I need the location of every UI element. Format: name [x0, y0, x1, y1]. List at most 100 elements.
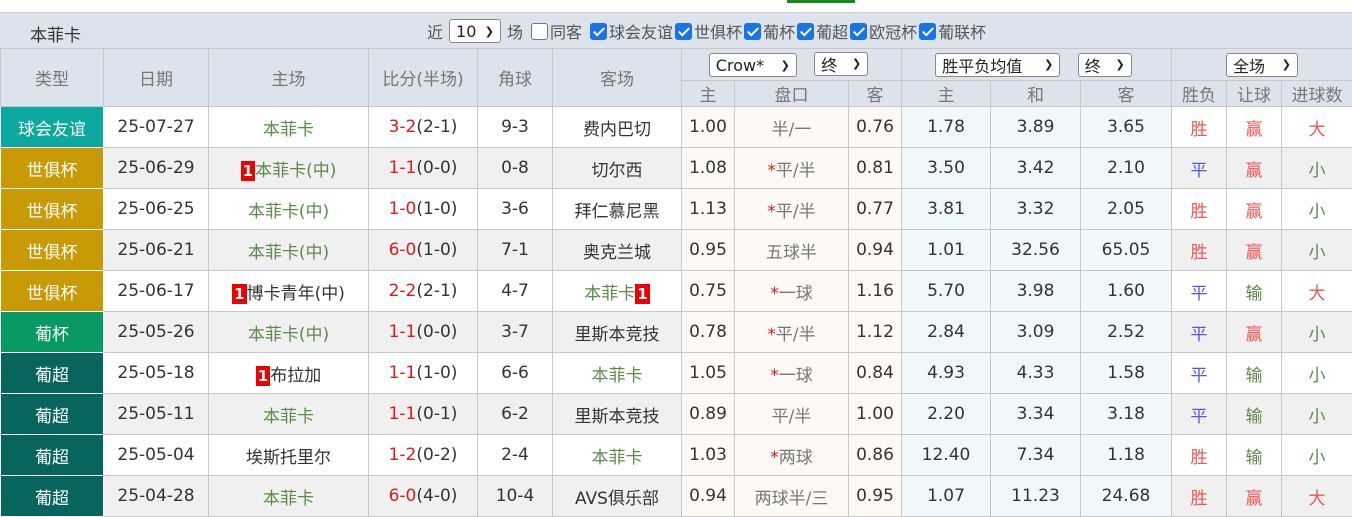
home-team-name[interactable]: 布拉加: [270, 366, 321, 386]
ah-line: 两球半/三: [755, 489, 829, 509]
match-history-table: 类型 日期 主场 比分(半场) 角球 客场 Crow*❯ 终❯ 胜平负均值❯ 终…: [0, 48, 1352, 517]
competition-checkbox[interactable]: [675, 23, 692, 40]
match-date: 25-06-21: [104, 230, 209, 271]
full-score[interactable]: 1-1: [389, 322, 417, 342]
competition-type[interactable]: 葡杯: [1, 312, 104, 353]
full-score[interactable]: 6-0: [389, 240, 417, 260]
competition-type[interactable]: 葡超: [1, 394, 104, 435]
red-card-badge: 1: [241, 161, 255, 181]
away-team-name[interactable]: 费内巴切: [583, 120, 651, 140]
competition-type[interactable]: 世俱杯: [1, 230, 104, 271]
result: 平: [1172, 148, 1227, 189]
star-marker: *: [767, 325, 776, 345]
result: 平: [1172, 312, 1227, 353]
home-team-name[interactable]: 本菲卡(中): [248, 202, 329, 222]
away-team-name[interactable]: 奥克兰城: [583, 243, 651, 263]
ah-line: 一球: [779, 284, 813, 304]
ah-line: 两球: [779, 448, 813, 468]
eu-home-odds: 5.70: [902, 271, 991, 312]
competition-type[interactable]: 世俱杯: [1, 148, 104, 189]
home-team-name[interactable]: 本菲卡: [263, 120, 314, 140]
competition-type[interactable]: 世俱杯: [1, 271, 104, 312]
away-team-name[interactable]: 本菲卡: [592, 366, 643, 386]
ah-time-value: 终: [821, 52, 837, 76]
competition-checkbox[interactable]: [744, 23, 761, 40]
red-card-badge: 1: [232, 284, 246, 304]
period-select[interactable]: 全场❯: [1226, 53, 1298, 77]
away-team-name[interactable]: 切尔西: [592, 161, 643, 181]
home-team-name[interactable]: 埃斯托里尔: [246, 448, 331, 468]
eu-home-odds: 3.50: [902, 148, 991, 189]
away-team-name[interactable]: 本菲卡: [592, 448, 643, 468]
home-team-name[interactable]: 本菲卡: [263, 407, 314, 427]
same-away-label: 同客: [550, 19, 582, 43]
competition-label: 世俱杯: [694, 19, 742, 43]
full-score[interactable]: 3-2: [389, 117, 417, 137]
home-team-name[interactable]: 本菲卡(中): [248, 325, 329, 345]
away-team-name[interactable]: AVS俱乐部: [575, 489, 659, 509]
home-team-name[interactable]: 本菲卡(中): [248, 243, 329, 263]
eu-draw-odds: 4.33: [991, 353, 1081, 394]
competition-checkbox[interactable]: [590, 23, 607, 40]
home-team-cell: 本菲卡(中): [209, 312, 369, 353]
col-eu-away: 客: [1081, 81, 1172, 107]
full-score[interactable]: 1-1: [389, 363, 417, 383]
ah-home-odds: 0.75: [682, 271, 735, 312]
competition-type[interactable]: 世俱杯: [1, 189, 104, 230]
competition-checkbox[interactable]: [850, 23, 867, 40]
star-marker: *: [770, 366, 779, 386]
full-score[interactable]: 2-2: [389, 281, 417, 301]
competition-type[interactable]: 葡超: [1, 435, 104, 476]
away-team-name[interactable]: 拜仁慕尼黑: [575, 202, 660, 222]
half-score: (1-0): [416, 363, 457, 383]
ah-line-cell: *一球: [735, 271, 849, 312]
ah-time-select[interactable]: 终❯: [814, 52, 868, 76]
eu-away-odds: 2.05: [1081, 189, 1172, 230]
full-score[interactable]: 1-1: [389, 158, 417, 178]
ah-line: 平/半: [776, 325, 816, 345]
col-date: 日期: [104, 49, 209, 107]
ah-company-select[interactable]: Crow*❯: [709, 53, 797, 77]
handicap-result: 输: [1227, 271, 1282, 312]
away-team-name[interactable]: 本菲卡: [584, 284, 635, 304]
same-away-checkbox[interactable]: [531, 23, 548, 40]
match-count-select[interactable]: 10❯: [449, 19, 501, 43]
result: 平: [1172, 271, 1227, 312]
eu-time-select[interactable]: 终❯: [1078, 53, 1132, 77]
away-team-name[interactable]: 里斯本竞技: [575, 407, 660, 427]
period-value: 全场: [1233, 53, 1265, 77]
eu-company-select[interactable]: 胜平负均值❯: [935, 53, 1060, 77]
full-score[interactable]: 1-1: [389, 404, 417, 424]
col-type: 类型: [1, 49, 104, 107]
competition-type[interactable]: 葡超: [1, 353, 104, 394]
competition-label: 欧冠杯: [869, 19, 917, 43]
home-team-name[interactable]: 本菲卡(中): [255, 161, 336, 181]
score-cell: 1-1(0-1): [369, 394, 478, 435]
full-score[interactable]: 6-0: [389, 486, 417, 506]
competition-label: 葡联杯: [938, 19, 986, 43]
ah-home-odds: 0.89: [682, 394, 735, 435]
competition-type[interactable]: 球会友谊: [1, 107, 104, 148]
ah-line: 平/半: [776, 161, 816, 181]
competition-checkbox[interactable]: [797, 23, 814, 40]
home-team-name[interactable]: 本菲卡: [263, 489, 314, 509]
full-score[interactable]: 1-2: [389, 445, 417, 465]
col-handicap: 让球: [1227, 81, 1282, 107]
away-team-cell: 里斯本竞技: [553, 394, 682, 435]
result: 平: [1172, 353, 1227, 394]
full-score[interactable]: 1-0: [389, 199, 417, 219]
ah-line: 一球: [779, 366, 813, 386]
score-cell: 1-1(1-0): [369, 353, 478, 394]
away-team-name[interactable]: 里斯本竞技: [575, 325, 660, 345]
handicap-result: 输: [1227, 435, 1282, 476]
competition-type[interactable]: 葡超: [1, 476, 104, 517]
away-team-cell: 里斯本竞技: [553, 312, 682, 353]
eu-away-odds: 24.68: [1081, 476, 1172, 517]
home-team-name[interactable]: 博卡青年(中): [247, 284, 345, 304]
goals-result: 大: [1282, 476, 1352, 517]
ah-line-cell: 半/一: [735, 107, 849, 148]
competition-checkbox[interactable]: [919, 23, 936, 40]
score-cell: 6-0(1-0): [369, 230, 478, 271]
half-score: (4-0): [416, 486, 457, 506]
